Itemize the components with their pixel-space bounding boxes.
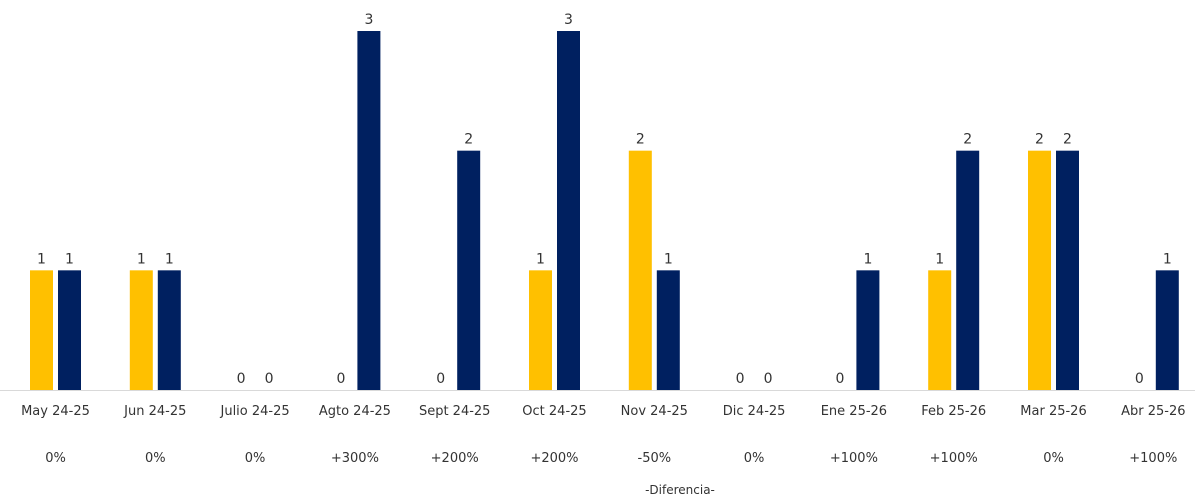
bar-s2-0 (58, 270, 81, 390)
difference-label-9: +100% (930, 451, 978, 466)
difference-label-10: 0% (1043, 451, 1064, 466)
difference-label-8: +100% (830, 451, 878, 466)
category-label-0: May 24-25 (21, 404, 90, 419)
category-label-7: Dic 24-25 (723, 404, 786, 419)
value-label-s2-1: 1 (165, 251, 174, 267)
difference-label-1: 0% (145, 451, 166, 466)
category-labels-group: May 24-25 Jun 24-25 Julio 24-25 Agto 24-25 S… (21, 404, 1185, 419)
bar-s2-3 (357, 31, 381, 390)
bars-group (30, 31, 1179, 390)
value-label-s2-7: 0 (764, 371, 773, 387)
value-label-s2-6: 1 (664, 251, 673, 267)
category-label-10: Mar 25-26 (1020, 404, 1086, 419)
value-label-s1-7: 0 (736, 371, 745, 387)
value-label-s2-3: 3 (364, 12, 373, 28)
category-label-11: Abr 25-26 (1121, 404, 1185, 419)
footer-label: -Diferencia- (645, 483, 715, 497)
value-label-s1-3: 0 (336, 371, 345, 387)
value-label-s1-11: 0 (1135, 371, 1144, 387)
difference-label-6: -50% (638, 451, 672, 466)
value-label-s2-0: 1 (65, 251, 74, 267)
bar-s1-10 (1028, 150, 1051, 390)
difference-label-4: +200% (431, 451, 479, 466)
bar-s2-8 (856, 270, 880, 390)
value-label-s1-6: 2 (636, 132, 645, 148)
value-label-s1-4: 0 (436, 371, 445, 387)
value-label-s2-10: 2 (1063, 132, 1072, 148)
value-labels-group: 1 1 1 1 0 0 0 3 0 2 1 3 2 1 0 0 0 1 1 2 2 2 0 1 (37, 12, 1172, 387)
category-label-9: Feb 25-26 (921, 404, 986, 419)
difference-label-7: 0% (744, 451, 765, 466)
category-label-3: Agto 24-25 (319, 404, 391, 419)
value-label-s2-9: 2 (963, 132, 972, 148)
value-label-s2-4: 2 (464, 132, 473, 148)
value-label-s2-11: 1 (1163, 251, 1172, 267)
bar-s1-5 (529, 270, 552, 390)
category-label-5: Oct 24-25 (522, 404, 586, 419)
bar-s2-5 (557, 31, 580, 390)
bar-s2-6 (656, 270, 680, 390)
bar-s2-11 (1155, 270, 1179, 390)
bar-s1-6 (628, 150, 652, 390)
bar-s2-10 (1056, 150, 1079, 390)
value-label-s2-5: 3 (564, 12, 573, 28)
value-label-s1-5: 1 (536, 251, 545, 267)
difference-label-11: +100% (1129, 451, 1177, 466)
value-label-s1-0: 1 (37, 251, 46, 267)
bar-s2-9 (956, 150, 980, 390)
bar-s2-1 (157, 270, 181, 390)
value-label-s2-2: 0 (265, 371, 274, 387)
bar-s1-1 (129, 270, 153, 390)
difference-label-3: +300% (331, 451, 379, 466)
value-label-s2-8: 1 (863, 251, 872, 267)
category-label-8: Ene 25-26 (821, 404, 887, 419)
value-label-s1-10: 2 (1035, 132, 1044, 148)
difference-label-2: 0% (245, 451, 266, 466)
bar-s1-9 (928, 270, 952, 390)
value-label-s1-2: 0 (237, 371, 246, 387)
category-label-2: Julio 24-25 (220, 404, 290, 419)
bar-s1-0 (30, 270, 53, 390)
category-label-6: Nov 24-25 (621, 404, 688, 419)
value-label-s1-8: 0 (835, 371, 844, 387)
difference-label-5: +200% (530, 451, 578, 466)
value-label-s1-1: 1 (137, 251, 146, 267)
difference-label-0: 0% (45, 451, 66, 466)
bar-s2-4 (457, 150, 481, 390)
difference-labels-group: 0% 0% 0% +300% +200% +200% -50% 0% +100% +100% 0% +… (45, 451, 1177, 466)
category-label-4: Sept 24-25 (419, 404, 491, 419)
value-label-s1-9: 1 (935, 251, 944, 267)
category-label-1: Jun 24-25 (123, 404, 186, 419)
